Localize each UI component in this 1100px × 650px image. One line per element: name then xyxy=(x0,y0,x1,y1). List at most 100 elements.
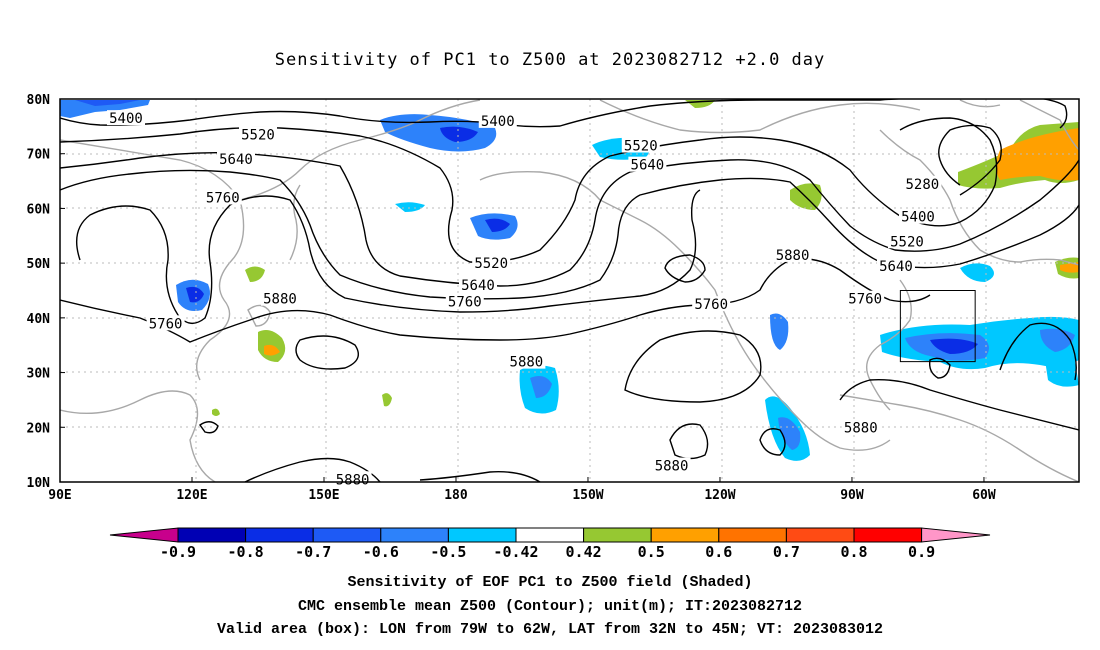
shade-blob xyxy=(530,376,552,398)
contour-label: 5640 xyxy=(461,278,495,294)
contour-label: 5520 xyxy=(241,128,275,144)
contour-label-bg xyxy=(203,189,242,205)
contour-label: 5880 xyxy=(776,248,810,264)
colorbar-label: -0.42 xyxy=(493,543,538,561)
lat-tick-label: 10N xyxy=(27,476,51,491)
colorbar-swatch xyxy=(447,527,517,543)
contour-label-bg xyxy=(106,110,145,126)
shade-blob xyxy=(930,338,978,354)
colorbar-label: 0.8 xyxy=(840,543,867,561)
colorbar-swatch xyxy=(718,527,787,543)
lat-tick-label: 40N xyxy=(27,312,51,327)
shade-blob xyxy=(245,266,265,282)
contour-label: 5520 xyxy=(890,234,924,250)
coastlines xyxy=(60,99,1079,482)
contour-label-bg xyxy=(773,246,812,262)
contour-label-bg xyxy=(472,255,511,271)
contour-label-bg xyxy=(507,353,546,369)
valid-area-box xyxy=(899,290,976,363)
shade-blob xyxy=(778,417,801,450)
contour-label: 5640 xyxy=(879,259,913,275)
shade-blob xyxy=(382,393,392,407)
sensitivity-shading xyxy=(60,100,1079,461)
colorbar-swatch xyxy=(177,527,247,543)
colorbar: -0.9 -0.8 -0.7 -0.6 -0.5 -0.42 0.42 0.5 0.6 0.7 0.… xyxy=(109,527,991,561)
contour-label: 5400 xyxy=(901,210,935,226)
lon-tick-label: 90E xyxy=(48,488,71,503)
contour-label-bg xyxy=(846,290,885,306)
colorbar-swatch xyxy=(650,527,720,543)
contour-label-bg xyxy=(903,175,942,191)
colorbar-label: 0.42 xyxy=(566,543,602,561)
shade-blob xyxy=(264,344,280,356)
lat-tick-label: 20N xyxy=(27,421,51,436)
shade-blob xyxy=(960,263,994,282)
shade-blob xyxy=(212,408,220,416)
contour-label: 5400 xyxy=(109,111,143,127)
contour-label: 5880 xyxy=(510,355,544,371)
contour-label: 5760 xyxy=(149,316,183,332)
colorbar-label: 0.5 xyxy=(638,543,665,561)
contour-label: 5760 xyxy=(448,294,482,310)
colorbar-swatch xyxy=(312,527,382,543)
colorbar-label: 0.7 xyxy=(773,543,800,561)
contour-label: 5400 xyxy=(481,114,515,130)
shade-blob xyxy=(186,286,204,303)
lon-tick-label: 180 xyxy=(444,488,468,503)
contour-label: 5760 xyxy=(206,190,240,206)
colorbar-swatch xyxy=(380,527,449,543)
colorbar-label: -0.9 xyxy=(160,543,196,561)
contour-label-bg xyxy=(898,208,937,224)
colorbar-swatch xyxy=(853,527,923,543)
colorbar-label: -0.8 xyxy=(228,543,264,561)
contour-label-bg xyxy=(238,126,277,142)
colorbar-swatch xyxy=(785,527,855,543)
colorbar-swatch xyxy=(583,527,652,543)
shade-blob xyxy=(75,100,140,106)
shade-blob xyxy=(440,126,478,142)
shade-blob xyxy=(770,313,789,350)
map-frame xyxy=(59,98,1080,483)
shade-blob xyxy=(1045,358,1079,387)
shade-blob xyxy=(996,128,1079,181)
contour-label: 5520 xyxy=(474,256,508,272)
colorbar-label: 0.9 xyxy=(908,543,935,561)
contour-label-bg xyxy=(652,457,691,473)
shade-blob xyxy=(395,202,425,212)
contour-label-bg xyxy=(216,151,255,167)
caption-contour: CMC ensemble mean Z500 (Contour); unit(m… xyxy=(297,598,803,615)
lon-tick-label: 150W xyxy=(572,488,603,503)
lon-tick-label: 60W xyxy=(972,488,996,503)
contour-label-bg xyxy=(260,290,299,306)
contour-label-bg xyxy=(628,156,667,172)
lon-tick-label: 150E xyxy=(308,488,339,503)
lat-tick-label: 30N xyxy=(27,367,51,382)
contour-label: 5520 xyxy=(624,139,658,155)
lon-tick-label: 120E xyxy=(176,488,207,503)
contour-label: 5640 xyxy=(219,152,253,168)
lat-tick-label: 80N xyxy=(27,93,51,108)
contour-label-bg xyxy=(841,419,880,435)
contour-label: 5760 xyxy=(848,292,882,308)
lat-tick-label: 60N xyxy=(27,202,51,217)
colorbar-label: 0.6 xyxy=(705,543,732,561)
colorbar-label: -0.7 xyxy=(295,543,331,561)
colorbar-label: -0.5 xyxy=(430,543,466,561)
colorbar-swatch xyxy=(515,527,585,543)
lat-tick-label: 50N xyxy=(27,257,51,272)
lon-tick-label: 90W xyxy=(840,488,864,503)
contour-label-bg xyxy=(876,257,915,273)
caption-valid-area: Valid area (box): LON from 79W to 62W, L… xyxy=(216,621,884,638)
contour-label: 5880 xyxy=(263,292,297,308)
colorbar-swatch xyxy=(245,527,314,543)
colorbar-high-triangle xyxy=(921,527,991,543)
contour-label-bg xyxy=(458,277,497,293)
contour-label: 5880 xyxy=(844,420,878,436)
contour-label: 5760 xyxy=(694,297,728,313)
shade-blob xyxy=(60,100,150,118)
shade-blob xyxy=(1060,262,1079,273)
shade-blob xyxy=(380,114,497,152)
